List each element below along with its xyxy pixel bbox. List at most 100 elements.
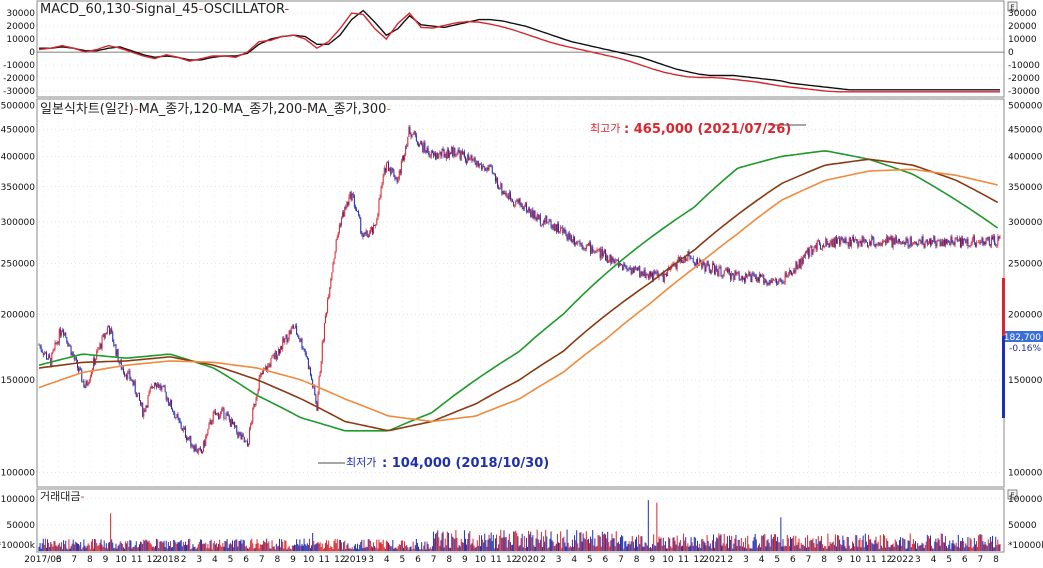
volume-bar	[698, 547, 700, 551]
volume-bar	[363, 539, 365, 551]
candle-body	[243, 436, 245, 443]
volume-bar	[797, 542, 799, 551]
volume-bar	[614, 546, 616, 551]
macd-corner-button[interactable]	[1007, 1, 1018, 12]
candle-body	[179, 420, 181, 423]
volume-bar	[300, 545, 302, 551]
volume-bar	[628, 541, 630, 551]
volume-bar	[437, 530, 439, 551]
volume-bar	[244, 546, 246, 551]
candle-body	[334, 251, 336, 259]
candle-body	[676, 261, 678, 269]
volume-bar	[230, 544, 232, 551]
volume-bar	[569, 545, 571, 551]
volume-bar	[842, 535, 844, 551]
volume-bar	[649, 547, 651, 551]
x-tick-label: 2021	[703, 555, 726, 564]
volume-bar	[538, 542, 540, 551]
candle-body	[580, 243, 582, 245]
volume-bar	[187, 544, 189, 551]
candle-body	[346, 201, 348, 208]
candle-body	[583, 248, 585, 249]
volume-bar	[646, 545, 648, 551]
volume-bar	[47, 539, 49, 551]
volume-bar	[792, 537, 794, 551]
candle-body	[572, 236, 574, 243]
candle-body	[696, 259, 698, 266]
candle-body	[513, 201, 515, 206]
candle-body	[451, 146, 453, 155]
candle-body	[910, 237, 912, 246]
candle-body	[716, 266, 718, 271]
volume-bar	[606, 538, 608, 551]
candle-body	[634, 266, 636, 268]
volume-bar	[165, 540, 167, 551]
volume-bar	[451, 533, 453, 551]
volume-bar	[869, 539, 871, 551]
volume-bar	[631, 536, 633, 551]
volume-bar	[329, 547, 331, 551]
candle-body	[455, 154, 457, 156]
volume-bar	[388, 542, 390, 551]
volume-bar	[441, 533, 443, 551]
candle-body	[446, 149, 448, 159]
volume-bar	[639, 544, 641, 551]
volume-bar	[733, 543, 735, 551]
volume-bar	[73, 544, 75, 551]
volume-bar	[621, 535, 623, 551]
candle-body	[43, 353, 45, 355]
volume-bar	[146, 540, 148, 551]
volume-bar	[343, 542, 345, 551]
volume-bar	[556, 533, 558, 551]
volume-bar	[711, 540, 713, 551]
volume-bar	[638, 534, 640, 551]
volume-bar	[126, 543, 128, 551]
volume-tick-right: 100000	[1008, 495, 1043, 505]
volume-bar	[474, 547, 476, 551]
candle-body	[558, 223, 560, 233]
volume-corner-button[interactable]	[1007, 489, 1018, 500]
volume-bar	[250, 540, 252, 551]
price-tick-right: 200000	[1008, 310, 1043, 320]
volume-bar	[866, 544, 868, 551]
candle-body	[612, 257, 614, 261]
volume-bar	[462, 542, 464, 551]
volume-bar	[889, 547, 891, 551]
candle-body	[510, 199, 512, 201]
volume-bar	[104, 547, 106, 551]
volume-bar	[84, 545, 86, 551]
candle-body	[315, 395, 317, 404]
candle-body	[152, 387, 154, 389]
volume-bar	[955, 542, 957, 551]
candle-body	[439, 151, 441, 154]
volume-bar	[445, 545, 447, 551]
candle-body	[860, 240, 862, 247]
x-tick-label: 5	[399, 555, 405, 564]
candle-body	[376, 219, 378, 225]
volume-bar	[566, 529, 568, 551]
volume-bar	[384, 549, 386, 551]
volume-bar	[893, 546, 895, 551]
candle-body	[897, 239, 899, 243]
candle-body	[281, 346, 283, 350]
volume-bar	[88, 545, 90, 551]
volume-bar	[102, 546, 104, 551]
candle-body	[214, 411, 216, 416]
candle-body	[834, 236, 836, 247]
volume-bar	[71, 543, 73, 551]
x-tick-label: 3	[915, 555, 921, 564]
candle-body	[233, 422, 235, 425]
volume-bar	[702, 538, 704, 551]
volume-bar	[326, 540, 328, 551]
volume-bar	[497, 548, 499, 551]
candle-body	[271, 355, 273, 359]
candle-body	[186, 437, 188, 440]
volume-bar	[94, 538, 96, 551]
candle-body	[525, 203, 527, 212]
volume-bar	[546, 536, 548, 551]
volume-bar	[921, 542, 923, 551]
volume-bar	[100, 539, 102, 551]
volume-bar	[290, 549, 292, 551]
candle-body	[625, 266, 627, 268]
candle-body	[568, 232, 570, 240]
